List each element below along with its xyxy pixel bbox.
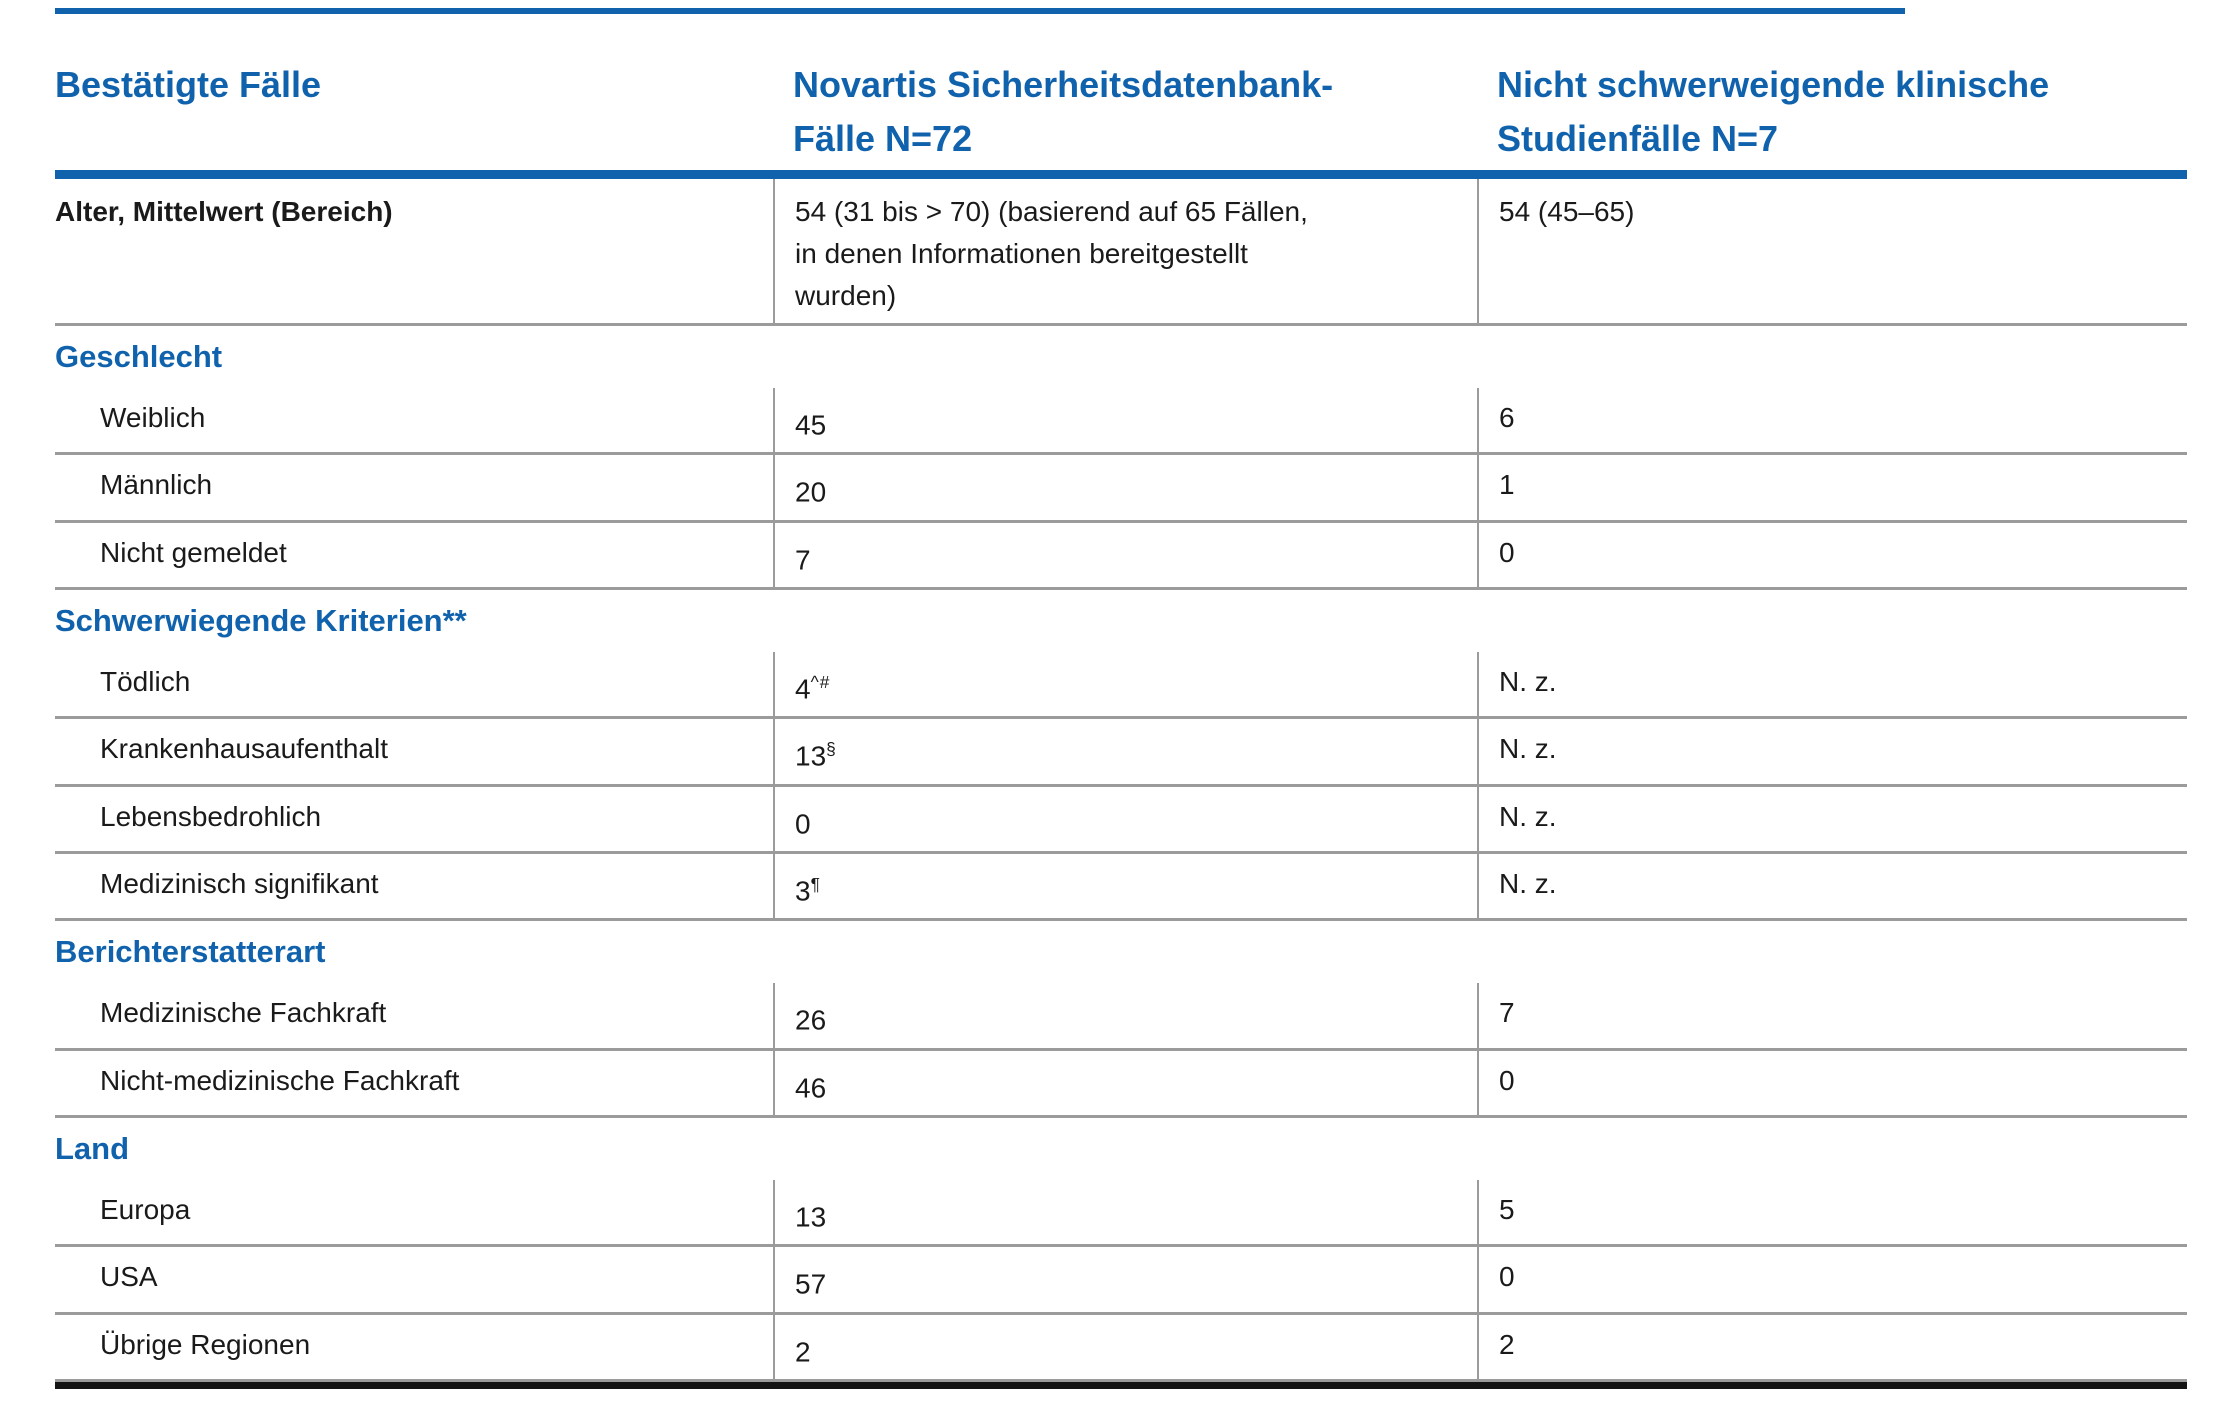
row-label: Medizinisch signifikant — [100, 867, 379, 899]
row-label: Tödlich — [100, 665, 191, 697]
db-value-cell: 26 — [773, 983, 1477, 1048]
db-value-cell: 57 — [773, 1247, 1477, 1312]
column-header-label: Nicht schwerweigende klinische Studienfä… — [1497, 64, 2050, 159]
study-value-cell: 7 — [1477, 983, 2187, 1048]
table-row: Männlich 20 1 — [55, 455, 2187, 523]
study-value-cell: 2 — [1477, 1314, 2187, 1379]
footnote-marker: ¶ — [810, 873, 821, 894]
row-label: Medizinische Fachkraft — [100, 997, 387, 1029]
footnote-marker: § — [826, 739, 837, 760]
footnote-marker: ^# — [810, 671, 831, 692]
db-value: 20 — [795, 476, 827, 508]
section-title-label: Berichterstatterart — [55, 934, 326, 970]
db-value-cell: 0 — [773, 786, 1477, 851]
study-value-cell: 54 (45–65) — [1477, 179, 2187, 323]
study-value-cell: 6 — [1477, 388, 2187, 453]
column-header-label: Novartis Sicherheitsdatenbank-Fälle N=72 — [793, 64, 1334, 159]
column-header-clinical-study: Nicht schwerweigende klinische Studienfä… — [1477, 58, 2187, 166]
table-row: Europa 13 5 — [55, 1179, 2187, 1248]
db-value-cell: 20 — [773, 455, 1477, 520]
section-title-berichterstatterart: Berichterstatterart — [55, 921, 2187, 983]
table-row: Nicht-medizinische Fachkraft 46 0 — [55, 1050, 2187, 1118]
db-value: 13 — [795, 740, 827, 772]
db-value-cell: 46 — [773, 1050, 1477, 1115]
db-value-cell: 13 — [773, 1179, 1477, 1245]
section-title-label: Schwerwiegende Kriterien** — [55, 602, 467, 638]
db-value-cell: 3¶ — [773, 853, 1477, 919]
db-value: 4 — [795, 673, 811, 705]
table-row: Lebensbedrohlich 0 N. z. — [55, 786, 2187, 854]
row-label: Alter, Mittelwert (Bereich) — [55, 196, 393, 227]
study-value-cell: 1 — [1477, 455, 2187, 520]
db-value: 7 — [795, 543, 811, 575]
study-value-cell: N. z. — [1477, 719, 2187, 784]
db-value-cell: 7 — [773, 522, 1477, 587]
table-row: Medizinische Fachkraft 26 7 — [55, 983, 2187, 1051]
db-value: 46 — [795, 1071, 827, 1103]
study-value-cell: 0 — [1477, 522, 2187, 587]
db-value: 26 — [795, 1004, 827, 1036]
study-value-cell: 0 — [1477, 1247, 2187, 1312]
section-title-land: Land — [55, 1118, 2187, 1180]
section-title-label: Geschlecht — [55, 339, 223, 374]
table-row: Übrige Regionen 2 2 — [55, 1314, 2187, 1382]
table-row: Medizinisch signifikant 3¶ N. z. — [55, 853, 2187, 922]
section-title-schwerwiegende-kriterien: Schwerwiegende Kriterien** — [55, 590, 2187, 652]
db-value-cell: 54 (31 bis > 70) (basierend auf 65 Fälle… — [773, 179, 1477, 323]
db-value-cell: 4^# — [773, 651, 1477, 717]
study-value-cell: N. z. — [1477, 651, 2187, 717]
table-row: Krankenhausaufenthalt 13§ N. z. — [55, 719, 2187, 787]
study-value-cell: N. z. — [1477, 853, 2187, 919]
section-title-label: Land — [55, 1130, 130, 1166]
row-label: USA — [100, 1261, 158, 1293]
table-row: Nicht gemeldet 7 0 — [55, 522, 2187, 590]
top-accent-rule — [55, 8, 1905, 14]
db-value: 3 — [795, 875, 811, 907]
study-value-cell: 5 — [1477, 1179, 2187, 1245]
table-row-age: Alter, Mittelwert (Bereich) 54 (31 bis >… — [55, 179, 2187, 326]
row-label: Krankenhausaufenthalt — [100, 733, 388, 765]
row-label: Männlich — [100, 469, 213, 501]
row-label: Lebensbedrohlich — [100, 800, 322, 832]
study-value-cell: N. z. — [1477, 786, 2187, 851]
table-header-row: Bestätigte Fälle Novartis Sicherheitsdat… — [55, 14, 2187, 166]
row-label: Nicht gemeldet — [100, 536, 287, 568]
db-value: 57 — [795, 1268, 827, 1300]
row-label: Weiblich — [100, 402, 206, 433]
db-value-cell: 2 — [773, 1314, 1477, 1379]
db-value: 45 — [795, 409, 827, 441]
study-value-cell: 0 — [1477, 1050, 2187, 1115]
confirmed-cases-table: Bestätigte Fälle Novartis Sicherheitsdat… — [55, 14, 2187, 1389]
section-title-geschlecht: Geschlecht — [55, 326, 2187, 388]
table-row: USA 57 0 — [55, 1247, 2187, 1315]
db-value: 13 — [795, 1201, 827, 1233]
row-label: Nicht-medizinische Fachkraft — [100, 1064, 460, 1096]
row-label: Übrige Regionen — [100, 1328, 311, 1360]
table-row: Weiblich 45 6 — [55, 388, 2187, 456]
header-underline-rule — [55, 170, 2187, 179]
row-label: Europa — [100, 1193, 191, 1225]
db-value-cell: 45 — [773, 388, 1477, 453]
table-row: Tödlich 4^# N. z. — [55, 651, 2187, 720]
db-value: 2 — [795, 1335, 811, 1367]
db-value-cell: 13§ — [773, 719, 1477, 784]
db-value: 0 — [795, 807, 811, 839]
column-header-safety-database: Novartis Sicherheitsdatenbank-Fälle N=72 — [773, 58, 1477, 166]
db-value: 54 (31 bis > 70) (basierend auf 65 Fälle… — [795, 196, 1308, 311]
column-header-label: Bestätigte Fälle — [55, 64, 322, 105]
table-bottom-rule — [55, 1381, 2187, 1389]
column-header-confirmed-cases: Bestätigte Fälle — [55, 58, 773, 166]
